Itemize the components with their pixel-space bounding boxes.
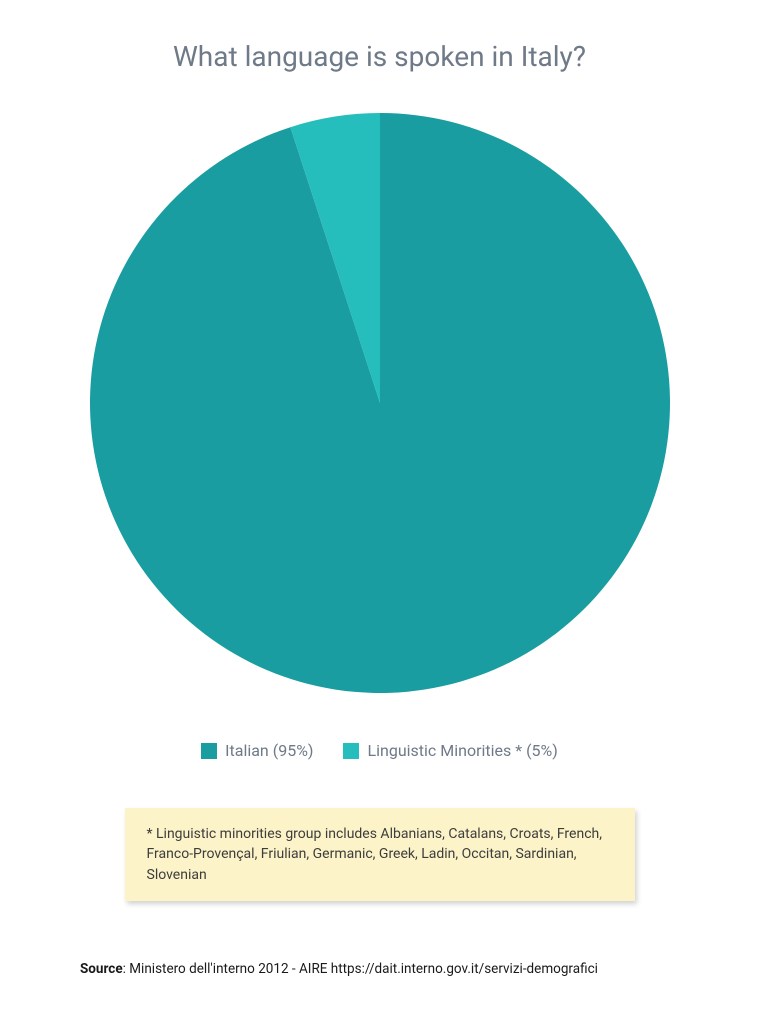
source-label: Source <box>80 961 123 977</box>
source-text: : Ministero dell'interno 2012 - AIRE htt… <box>123 961 598 977</box>
legend-label: Italian (95%) <box>225 741 313 760</box>
footnote-box: * Linguistic minorities group includes A… <box>125 808 635 901</box>
chart-title: What language is spoken in Italy? <box>173 40 586 73</box>
pie-chart <box>80 103 680 703</box>
legend-swatch-icon <box>201 743 217 759</box>
footnote-text: * Linguistic minorities group includes A… <box>147 826 603 883</box>
legend-item: Linguistic Minorities * (5%) <box>343 741 557 760</box>
legend-label: Linguistic Minorities * (5%) <box>367 741 557 760</box>
chart-legend: Italian (95%) Linguistic Minorities * (5… <box>201 741 558 760</box>
legend-swatch-icon <box>343 743 359 759</box>
legend-item: Italian (95%) <box>201 741 313 760</box>
source-citation: Source: Ministero dell'interno 2012 - AI… <box>80 961 598 977</box>
